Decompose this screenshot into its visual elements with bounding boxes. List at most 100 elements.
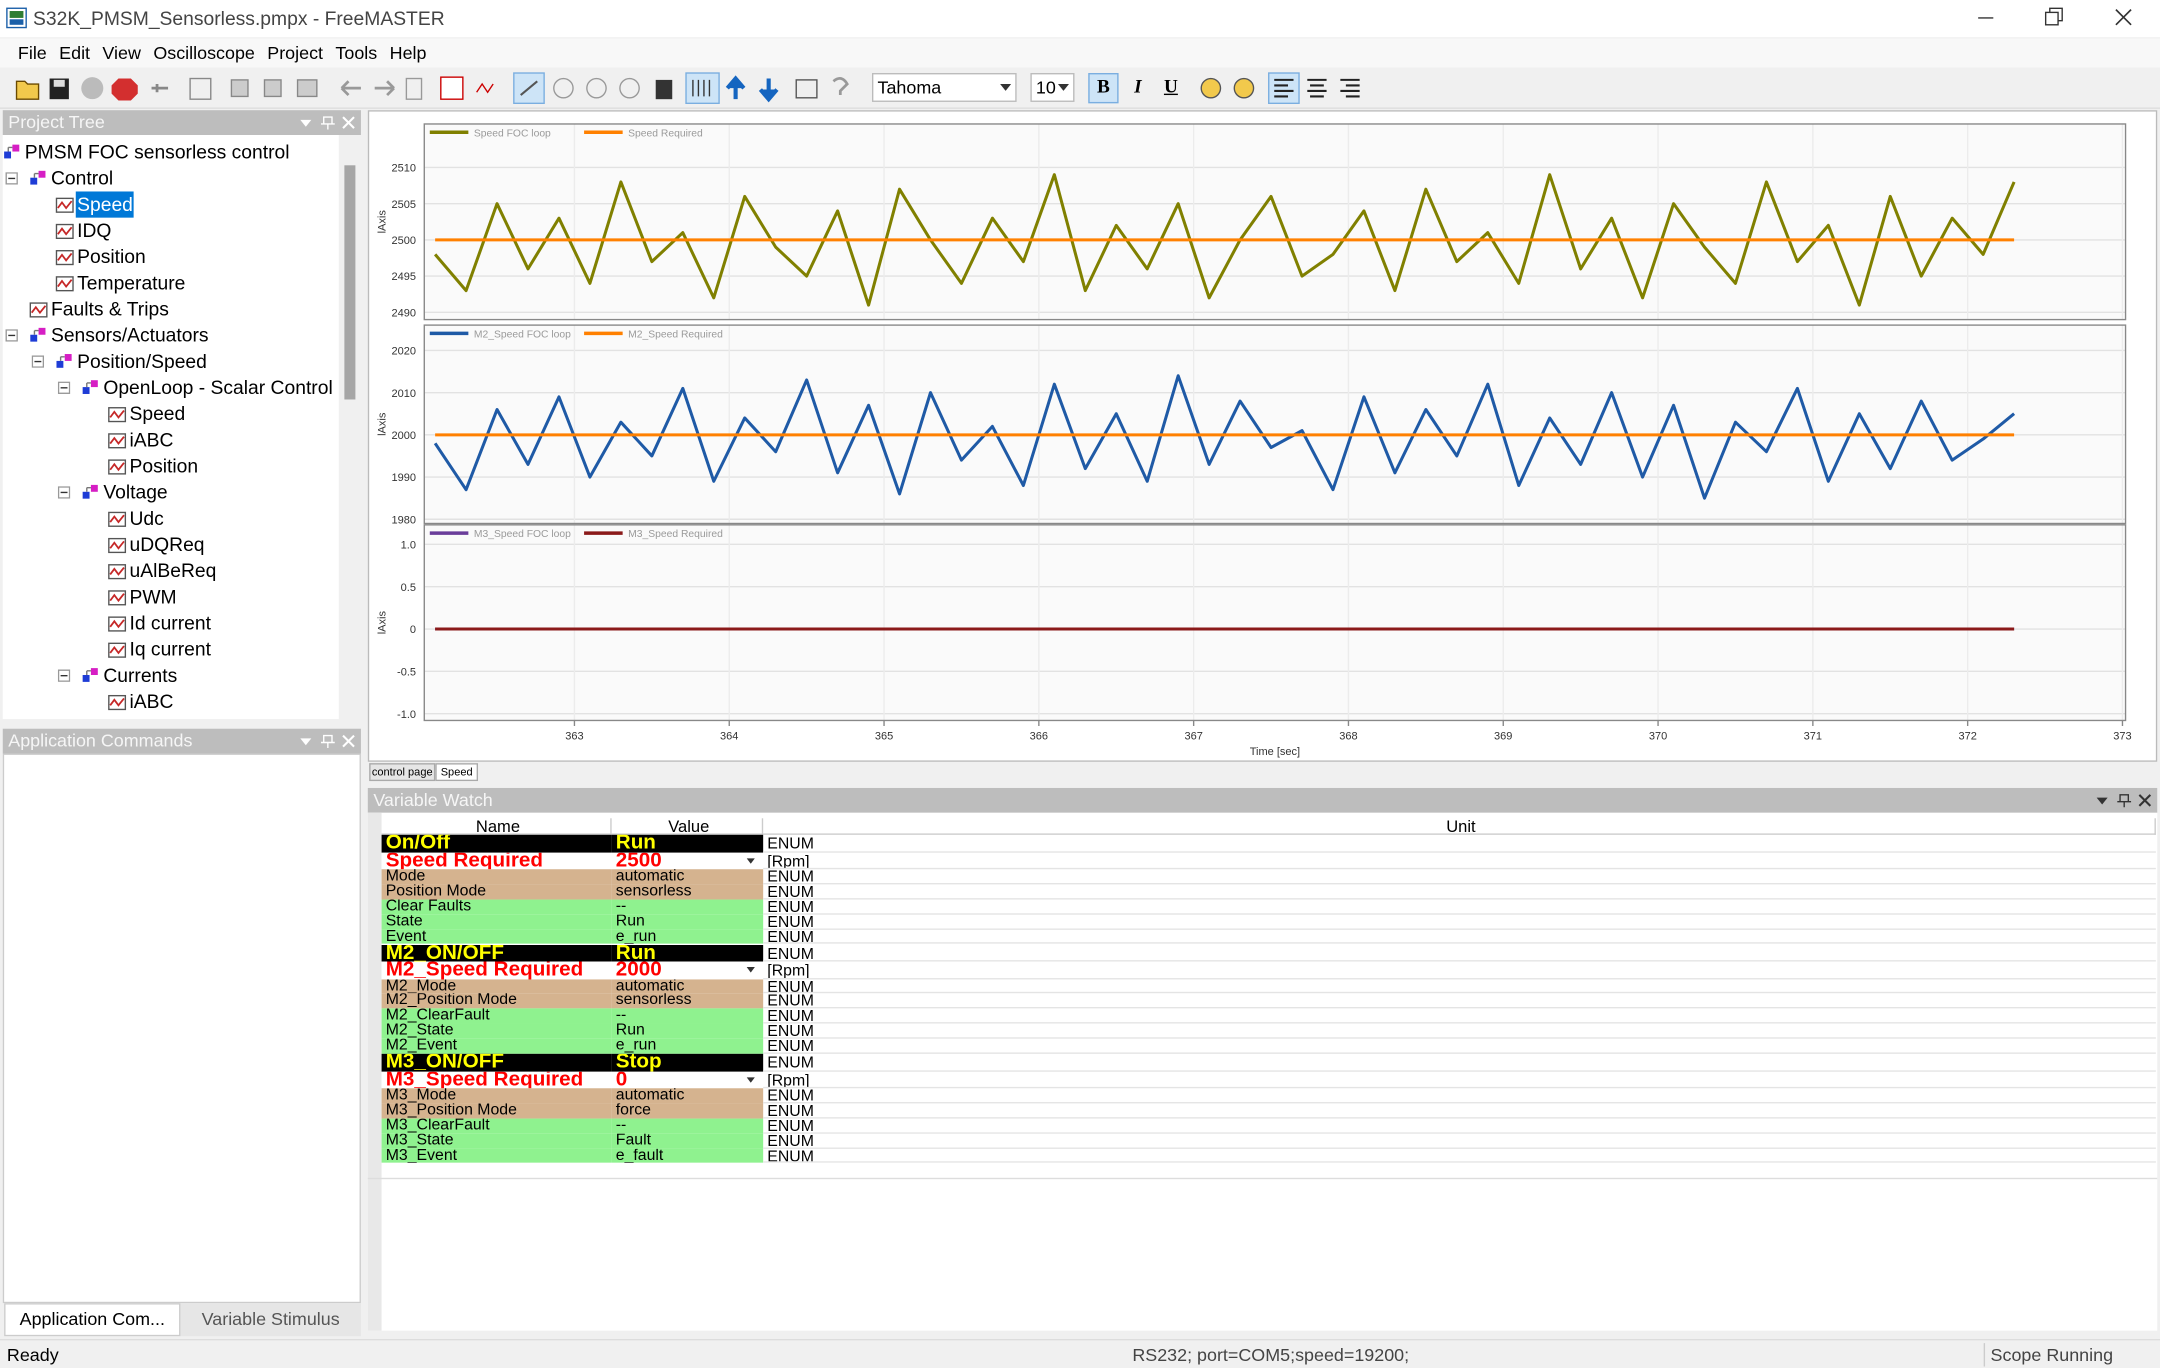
watch-value[interactable]: Stop xyxy=(611,1053,764,1072)
tree-node[interactable]: Sensors/Actuators xyxy=(50,323,209,346)
tab-active[interactable]: Application Com... xyxy=(4,1303,181,1337)
close-button[interactable] xyxy=(2115,9,2132,26)
menu-item[interactable]: Edit xyxy=(59,42,91,64)
restore-button[interactable] xyxy=(2044,11,2059,26)
tab[interactable]: Variable Stimulus xyxy=(180,1303,361,1337)
tree-node[interactable]: Faults & Trips xyxy=(50,297,169,320)
panel-close[interactable] xyxy=(342,116,355,129)
panel-close[interactable] xyxy=(342,734,355,748)
watch-value[interactable]: e_run xyxy=(611,1038,764,1054)
zoom-in-button[interactable] xyxy=(553,77,574,99)
back-button[interactable] xyxy=(340,80,361,97)
print-button[interactable] xyxy=(296,79,318,98)
panel-menu[interactable] xyxy=(300,738,312,746)
scope-tab[interactable]: control page xyxy=(369,763,436,782)
panel-pin[interactable] xyxy=(320,116,335,130)
watch-value[interactable]: Run xyxy=(611,1023,764,1039)
expander[interactable] xyxy=(31,355,45,368)
tree-node[interactable]: uDQReq xyxy=(129,533,205,556)
align-left-button[interactable] xyxy=(1268,72,1300,105)
watch-value[interactable]: -- xyxy=(611,1008,764,1024)
export-button[interactable] xyxy=(405,77,423,100)
move-up-button[interactable] xyxy=(725,75,746,100)
watch-value[interactable]: e_run xyxy=(611,929,764,945)
tree-node[interactable]: Position/Speed xyxy=(77,349,207,372)
menu-item[interactable]: Tools xyxy=(335,42,378,64)
scrollbar[interactable] xyxy=(338,135,361,720)
value-dropdown[interactable] xyxy=(746,857,755,864)
open-button[interactable] xyxy=(15,80,40,100)
watch-value[interactable]: sensorless xyxy=(611,884,764,900)
watch-value[interactable]: Run xyxy=(611,914,764,930)
properties-button[interactable] xyxy=(795,79,818,99)
align-right-button[interactable] xyxy=(1340,78,1360,98)
zoom-fit-button[interactable] xyxy=(619,77,640,99)
tree-node[interactable]: Position xyxy=(77,245,146,268)
grid-toggle[interactable] xyxy=(685,72,720,105)
tree-node[interactable]: Position xyxy=(129,454,199,477)
tree-node[interactable]: uAlBeReq xyxy=(129,559,217,582)
forward-button[interactable] xyxy=(374,80,395,97)
scrollbar-thumb[interactable] xyxy=(344,165,356,400)
panel-close[interactable] xyxy=(2138,794,2152,807)
watch-value[interactable]: automatic xyxy=(611,978,764,994)
expander[interactable] xyxy=(5,172,18,185)
expander[interactable] xyxy=(57,669,71,682)
save-button[interactable] xyxy=(49,78,69,100)
tree-node[interactable]: Id current xyxy=(129,611,211,634)
tree-node[interactable]: PMSM FOC sensorless control xyxy=(24,140,290,163)
watch-value[interactable]: e_fault xyxy=(611,1148,764,1164)
font-combobox[interactable]: Tahoma xyxy=(871,73,1017,102)
watch-value[interactable]: -- xyxy=(611,899,764,915)
tree-node[interactable]: Voltage xyxy=(103,480,168,503)
scope-button[interactable] xyxy=(476,82,494,94)
paste-button[interactable] xyxy=(263,79,282,98)
tree-node[interactable]: Speed xyxy=(129,402,186,425)
watch-value[interactable]: -- xyxy=(611,1118,764,1134)
watch-value[interactable]: automatic xyxy=(611,869,764,885)
panel-pin[interactable] xyxy=(320,734,335,749)
tree-node[interactable]: OpenLoop - Scalar Control xyxy=(103,376,333,399)
tree-node[interactable]: iABC xyxy=(129,690,174,713)
tree-node[interactable]: Iq current xyxy=(129,637,211,660)
copy-button[interactable] xyxy=(230,79,249,98)
expander[interactable] xyxy=(5,329,18,342)
reload-button[interactable] xyxy=(81,77,104,100)
watch-value[interactable]: automatic xyxy=(611,1088,764,1104)
move-down-button[interactable] xyxy=(758,78,779,103)
scope-tab-active[interactable]: Speed xyxy=(435,763,479,782)
watch-value[interactable]: Run xyxy=(611,834,764,853)
tree-node[interactable]: IDQ xyxy=(77,219,112,242)
italic-button[interactable]: I xyxy=(1134,77,1142,98)
menu-item[interactable]: Project xyxy=(267,42,324,64)
watch-value[interactable]: 2500 xyxy=(611,852,764,870)
font-size-combobox[interactable]: 10 xyxy=(1030,73,1075,102)
tree-node[interactable]: iABC xyxy=(129,428,174,451)
zoom-out-button[interactable] xyxy=(586,77,607,99)
tree-node[interactable]: Speed xyxy=(75,191,135,218)
menu-item[interactable]: File xyxy=(17,42,47,64)
color-button[interactable] xyxy=(1200,77,1222,99)
expander[interactable] xyxy=(57,486,71,499)
menu-item[interactable]: Help xyxy=(389,42,427,64)
watch-value[interactable]: Fault xyxy=(611,1133,764,1149)
tree-node[interactable]: iABC_M2 xyxy=(128,715,212,719)
tree-node[interactable]: Currents xyxy=(103,663,178,687)
stop-button[interactable] xyxy=(111,78,138,101)
tree-node[interactable]: Control xyxy=(50,166,114,189)
key-button[interactable] xyxy=(151,84,169,93)
menu-item[interactable]: Oscilloscope xyxy=(153,42,255,64)
expander[interactable] xyxy=(57,381,71,394)
tree-node[interactable]: Udc xyxy=(129,506,164,529)
menu-item[interactable]: View xyxy=(102,42,141,64)
panel-menu[interactable] xyxy=(300,119,312,127)
help-button[interactable] xyxy=(832,77,849,96)
clipboard-button[interactable] xyxy=(655,79,673,100)
bgcolor-button[interactable] xyxy=(1233,77,1255,99)
value-dropdown[interactable] xyxy=(746,1076,755,1083)
watch-value[interactable]: 0 xyxy=(611,1071,764,1089)
watch-value[interactable]: Run xyxy=(611,944,764,962)
tree-node[interactable]: Temperature xyxy=(77,271,186,294)
watch-value[interactable]: force xyxy=(611,1103,764,1119)
watch-value[interactable]: 2000 xyxy=(611,961,764,979)
